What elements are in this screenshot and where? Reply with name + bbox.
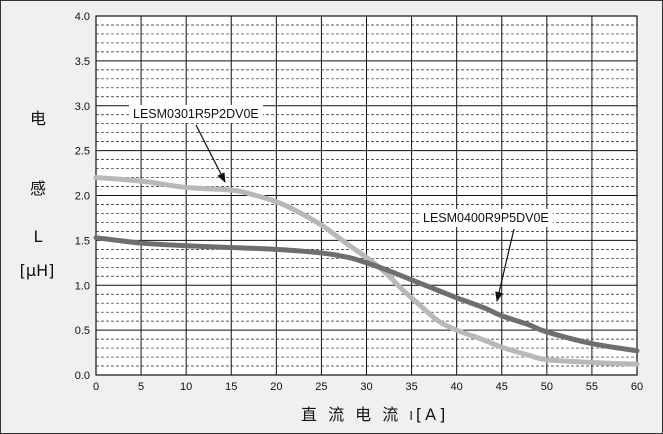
x-tick-label: 30 bbox=[360, 381, 372, 393]
x-tick-label: 20 bbox=[270, 381, 282, 393]
y-tick-label: 0.5 bbox=[75, 325, 90, 337]
annotation-arrow-2 bbox=[495, 228, 515, 302]
series-label-lesm0301: LESM0301R5P2DV0E bbox=[129, 105, 263, 123]
x-axis-label-symbol: I bbox=[409, 409, 416, 423]
y-tick-label: 0.0 bbox=[75, 370, 90, 382]
y-axis-label-char-2: 感 bbox=[29, 179, 46, 198]
x-tick-label: 60 bbox=[631, 381, 643, 393]
x-tick-label: 0 bbox=[93, 381, 99, 393]
y-tick-label: 1.0 bbox=[75, 280, 90, 292]
y-tick-label: 2.0 bbox=[75, 191, 90, 203]
x-tick-label: 35 bbox=[405, 381, 417, 393]
y-tick-label: 2.5 bbox=[75, 146, 90, 158]
series-line-1 bbox=[93, 175, 640, 367]
x-tick-label: 50 bbox=[541, 381, 553, 393]
x-tick-label: 45 bbox=[496, 381, 508, 393]
x-tick-label: 5 bbox=[138, 381, 144, 393]
x-tick-label: 55 bbox=[586, 381, 598, 393]
x-tick-label: 25 bbox=[315, 381, 327, 393]
y-tick-label: 3.5 bbox=[75, 56, 90, 68]
x-tick-label: 10 bbox=[180, 381, 192, 393]
x-tick-label: 40 bbox=[451, 381, 463, 393]
x-axis-label-unit: [A] bbox=[415, 405, 449, 424]
plot-border bbox=[95, 15, 638, 376]
y-axis-label-symbol: L bbox=[33, 227, 43, 246]
y-tick-label: 3.0 bbox=[75, 101, 90, 113]
y-tick-label: 4.0 bbox=[75, 11, 90, 23]
y-axis-label-char-1: 电 bbox=[29, 109, 46, 128]
series-label-lesm0400: LESM0400R9P5DV0E bbox=[419, 209, 553, 227]
y-tick-label: 1.5 bbox=[75, 235, 90, 247]
series-line-2 bbox=[93, 235, 640, 354]
x-tick-label: 15 bbox=[225, 381, 237, 393]
y-axis-label-unit: [μH] bbox=[19, 261, 55, 280]
x-axis-label: 直 流 电 流 I[A] bbox=[301, 401, 501, 425]
x-axis-label-text: 直 流 电 流 bbox=[301, 405, 410, 424]
annotation-arrow-1 bbox=[195, 124, 226, 183]
